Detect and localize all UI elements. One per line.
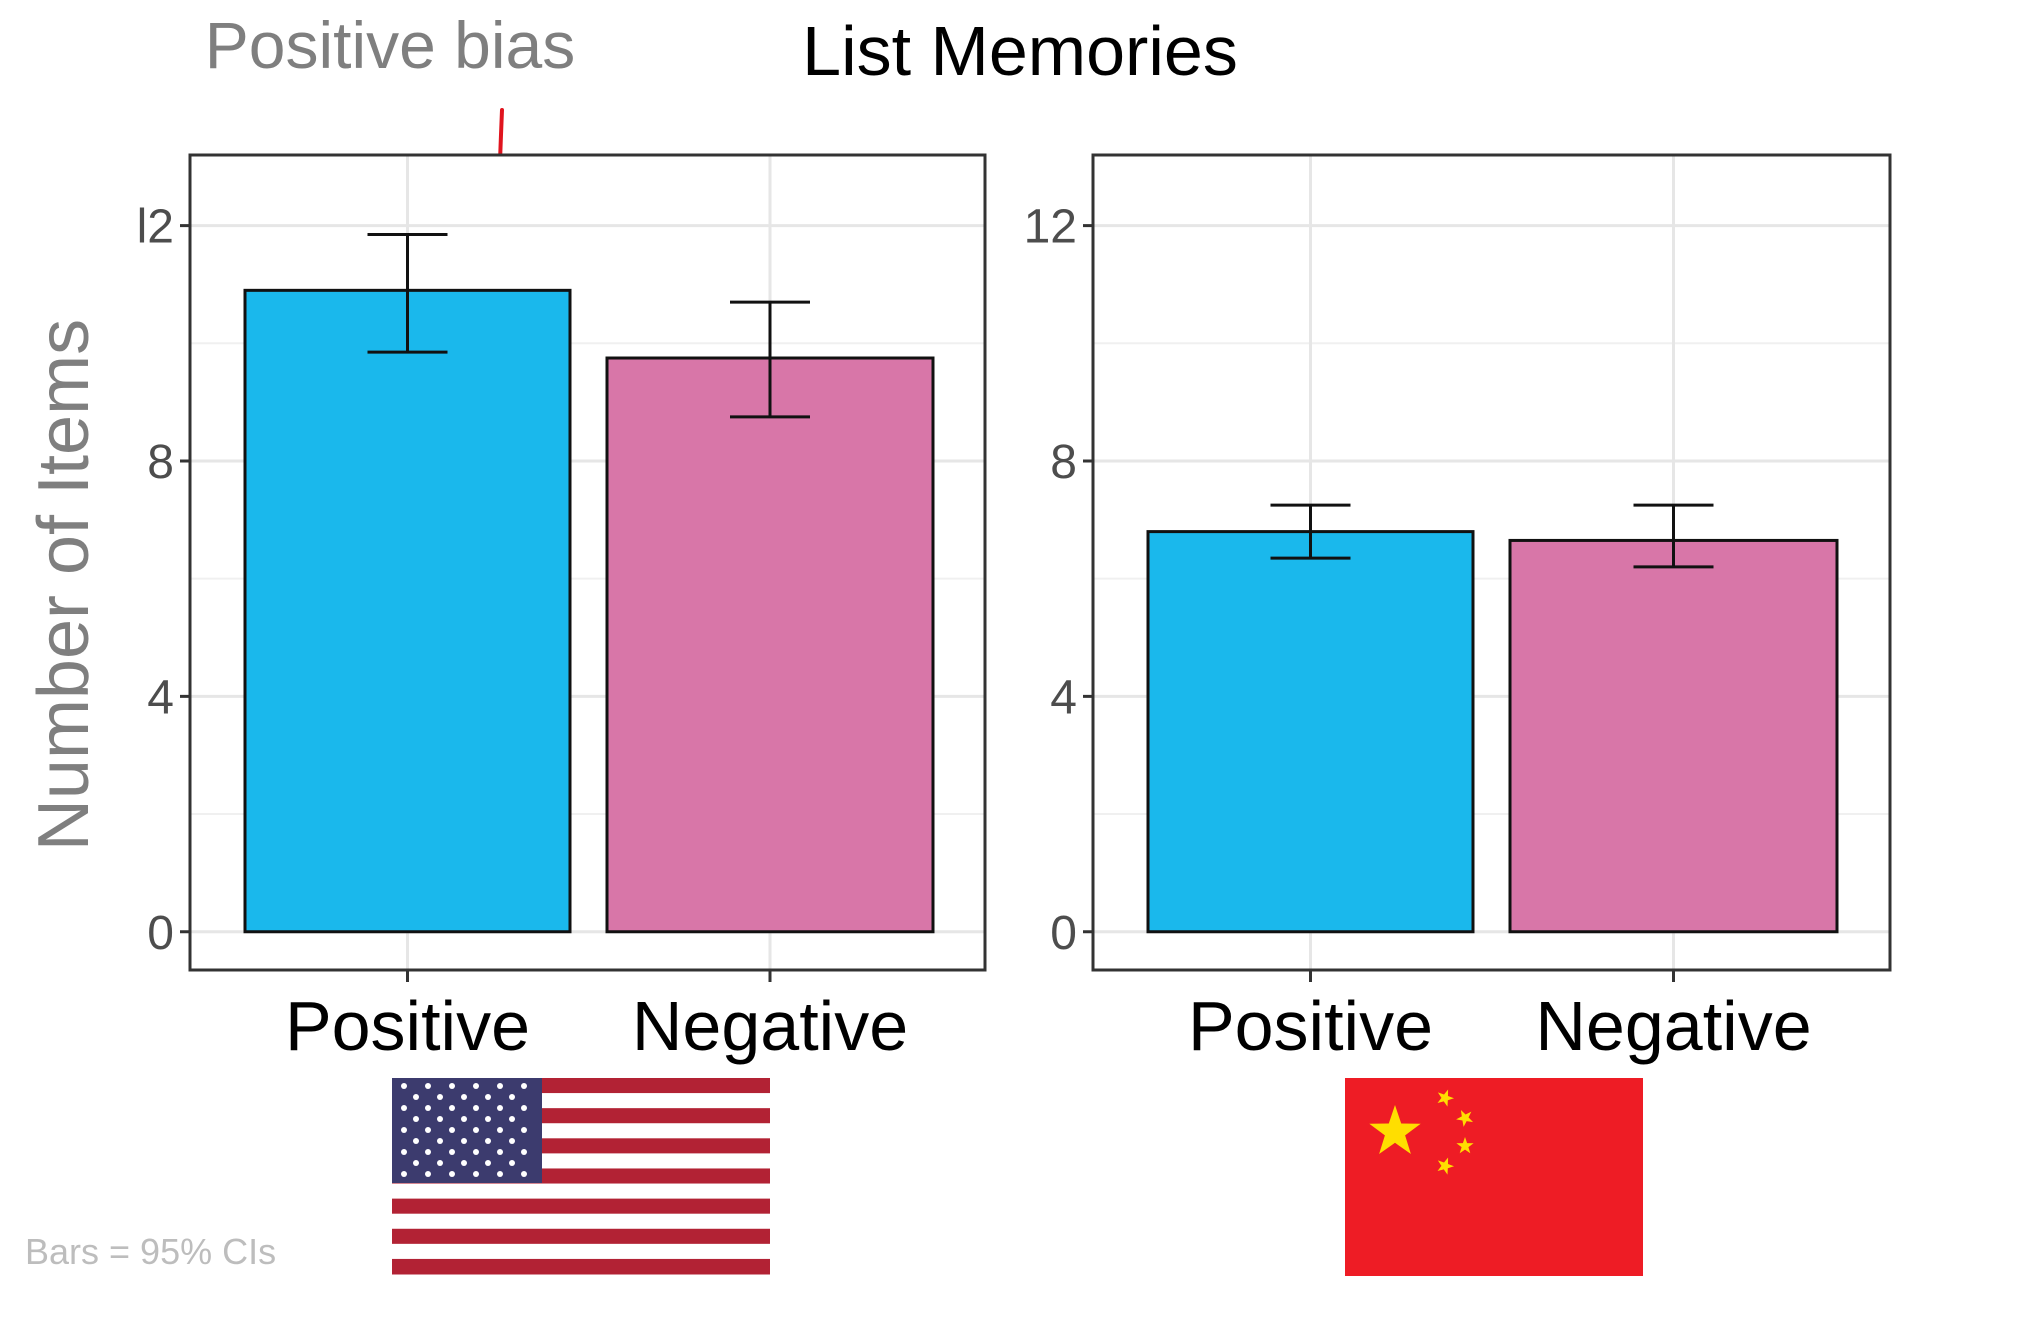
panel-us: 0 4 8 l2 Positive Negative bbox=[137, 153, 987, 1065]
bar-positive bbox=[1146, 530, 1475, 934]
y-tick-label: 8 bbox=[147, 436, 174, 489]
y-tick-label: 4 bbox=[1050, 671, 1077, 724]
small-star-icon bbox=[1437, 1157, 1455, 1175]
small-star-icon bbox=[1437, 1089, 1455, 1107]
bar-negative bbox=[605, 356, 935, 934]
footnote: Bars = 95% CIs bbox=[25, 1231, 276, 1272]
error-bar bbox=[1270, 503, 1351, 560]
x-tick-label: Negative bbox=[1535, 987, 1811, 1065]
panel-border bbox=[1091, 153, 1892, 972]
bar-negative bbox=[1508, 538, 1839, 934]
panel-border bbox=[188, 153, 987, 972]
error-bar bbox=[730, 300, 810, 419]
panel-china: 0 4 8 12 Positive Negative bbox=[1024, 153, 1892, 1065]
us-flag bbox=[392, 1078, 770, 1275]
y-axis-label: Number of Items bbox=[24, 319, 104, 851]
x-tick-label: Positive bbox=[1188, 987, 1433, 1065]
small-star-icon bbox=[1456, 1137, 1474, 1154]
y-tick-label: l2 bbox=[137, 201, 174, 254]
annotation-label: Positive bias bbox=[205, 8, 576, 82]
china-flag bbox=[1345, 1078, 1643, 1276]
y-tick-label: 0 bbox=[1050, 907, 1077, 960]
error-bar bbox=[367, 232, 448, 354]
small-star-icon bbox=[1456, 1109, 1474, 1127]
bar-positive bbox=[243, 288, 572, 934]
y-tick-label: 8 bbox=[1050, 436, 1077, 489]
x-tick-label: Negative bbox=[632, 987, 908, 1065]
x-tick-label: Positive bbox=[285, 987, 530, 1065]
chart-title: List Memories bbox=[802, 12, 1238, 90]
error-bar bbox=[1633, 503, 1714, 569]
y-tick-label: 4 bbox=[147, 671, 174, 724]
large-star-icon bbox=[1369, 1105, 1421, 1154]
y-tick-label: 0 bbox=[147, 907, 174, 960]
y-tick-label: 12 bbox=[1024, 201, 1077, 254]
